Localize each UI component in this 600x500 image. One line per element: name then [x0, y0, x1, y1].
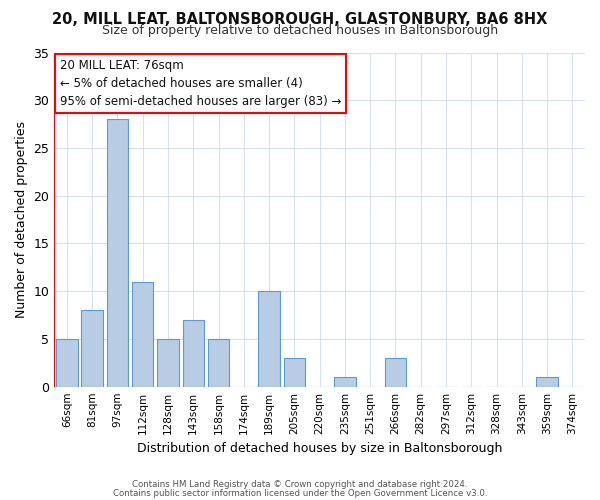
Text: Size of property relative to detached houses in Baltonsborough: Size of property relative to detached ho…	[102, 24, 498, 37]
Bar	[56, 339, 77, 386]
Bar	[385, 358, 406, 386]
Bar	[157, 339, 179, 386]
Text: 20, MILL LEAT, BALTONSBOROUGH, GLASTONBURY, BA6 8HX: 20, MILL LEAT, BALTONSBOROUGH, GLASTONBU…	[52, 12, 548, 28]
Bar	[107, 120, 128, 386]
Bar	[536, 377, 558, 386]
Bar	[334, 377, 356, 386]
Bar	[259, 291, 280, 386]
Text: Contains public sector information licensed under the Open Government Licence v3: Contains public sector information licen…	[113, 488, 487, 498]
Bar	[284, 358, 305, 386]
Text: Contains HM Land Registry data © Crown copyright and database right 2024.: Contains HM Land Registry data © Crown c…	[132, 480, 468, 489]
X-axis label: Distribution of detached houses by size in Baltonsborough: Distribution of detached houses by size …	[137, 442, 502, 455]
Bar	[182, 320, 204, 386]
Bar	[82, 310, 103, 386]
Bar	[208, 339, 229, 386]
Bar	[132, 282, 154, 387]
Y-axis label: Number of detached properties: Number of detached properties	[15, 121, 28, 318]
Text: 20 MILL LEAT: 76sqm
← 5% of detached houses are smaller (4)
95% of semi-detached: 20 MILL LEAT: 76sqm ← 5% of detached hou…	[59, 59, 341, 108]
